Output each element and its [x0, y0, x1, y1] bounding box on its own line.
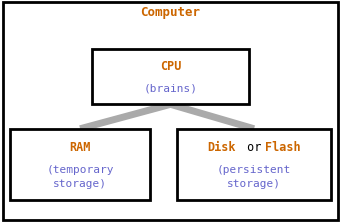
Text: Disk: Disk — [208, 141, 236, 154]
FancyBboxPatch shape — [10, 129, 150, 200]
Text: CPU: CPU — [160, 60, 181, 73]
Text: (temporary
storage): (temporary storage) — [46, 165, 114, 189]
Text: RAM: RAM — [70, 141, 91, 154]
Text: (persistent
storage): (persistent storage) — [217, 165, 291, 189]
FancyBboxPatch shape — [3, 2, 338, 220]
Text: Computer: Computer — [140, 6, 201, 19]
Text: or: or — [240, 141, 268, 154]
Text: Flash: Flash — [265, 141, 300, 154]
FancyBboxPatch shape — [92, 49, 249, 104]
Text: (brains): (brains) — [144, 84, 197, 94]
FancyBboxPatch shape — [177, 129, 331, 200]
